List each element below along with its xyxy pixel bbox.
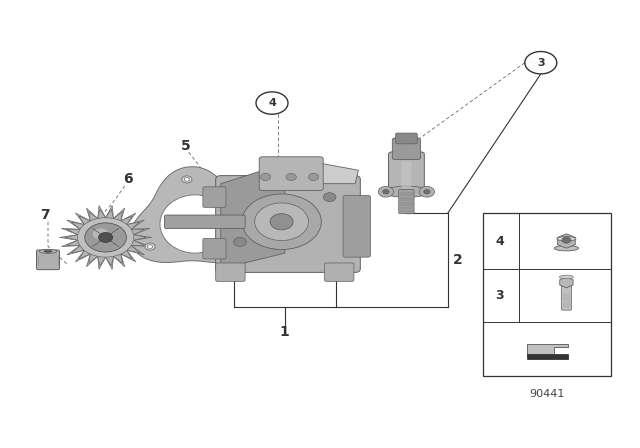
Polygon shape — [227, 159, 358, 184]
Circle shape — [184, 177, 189, 181]
Circle shape — [77, 218, 134, 257]
Circle shape — [525, 52, 557, 74]
Circle shape — [419, 186, 435, 197]
Polygon shape — [221, 164, 285, 269]
Circle shape — [85, 223, 127, 252]
FancyBboxPatch shape — [561, 285, 572, 310]
Circle shape — [323, 193, 336, 202]
FancyBboxPatch shape — [203, 187, 226, 207]
Circle shape — [562, 237, 571, 243]
Polygon shape — [65, 209, 146, 266]
Circle shape — [260, 173, 271, 181]
Circle shape — [424, 190, 430, 194]
Ellipse shape — [40, 249, 57, 254]
Circle shape — [232, 245, 237, 248]
Text: 3: 3 — [495, 289, 504, 302]
Ellipse shape — [44, 250, 52, 252]
Text: 4: 4 — [268, 98, 276, 108]
Ellipse shape — [384, 186, 429, 198]
Circle shape — [255, 203, 308, 241]
FancyBboxPatch shape — [216, 176, 360, 272]
Text: 3: 3 — [537, 58, 545, 68]
Polygon shape — [560, 277, 573, 288]
Text: 7: 7 — [40, 208, 50, 222]
FancyBboxPatch shape — [164, 215, 245, 228]
Circle shape — [234, 237, 246, 246]
FancyBboxPatch shape — [216, 263, 245, 281]
Polygon shape — [60, 206, 152, 269]
Text: 1: 1 — [280, 324, 290, 339]
FancyBboxPatch shape — [396, 133, 417, 144]
FancyBboxPatch shape — [401, 162, 412, 188]
Circle shape — [270, 214, 293, 230]
Ellipse shape — [160, 195, 230, 253]
Bar — [527, 354, 568, 359]
Polygon shape — [527, 344, 568, 355]
FancyBboxPatch shape — [36, 250, 60, 270]
Circle shape — [99, 233, 113, 242]
Circle shape — [229, 243, 239, 250]
Circle shape — [242, 194, 321, 250]
Text: 4: 4 — [495, 234, 504, 247]
FancyBboxPatch shape — [388, 152, 424, 193]
FancyBboxPatch shape — [343, 195, 371, 257]
Text: 6: 6 — [123, 172, 133, 186]
Text: 2: 2 — [452, 253, 463, 267]
Circle shape — [286, 173, 296, 181]
Text: 90441: 90441 — [529, 389, 565, 399]
FancyBboxPatch shape — [324, 263, 354, 281]
FancyBboxPatch shape — [203, 238, 226, 259]
FancyBboxPatch shape — [399, 190, 414, 214]
Circle shape — [147, 245, 152, 248]
Circle shape — [378, 186, 394, 197]
Circle shape — [308, 173, 319, 181]
Ellipse shape — [554, 246, 579, 251]
Polygon shape — [130, 167, 254, 263]
Bar — [483, 213, 611, 376]
Ellipse shape — [559, 275, 573, 279]
Text: 5: 5 — [180, 138, 191, 153]
FancyBboxPatch shape — [259, 157, 323, 190]
Polygon shape — [557, 234, 575, 248]
Circle shape — [145, 243, 155, 250]
Circle shape — [256, 92, 288, 114]
Circle shape — [383, 190, 389, 194]
Circle shape — [93, 228, 109, 240]
Ellipse shape — [557, 237, 576, 241]
FancyBboxPatch shape — [392, 138, 420, 159]
Circle shape — [182, 176, 192, 183]
